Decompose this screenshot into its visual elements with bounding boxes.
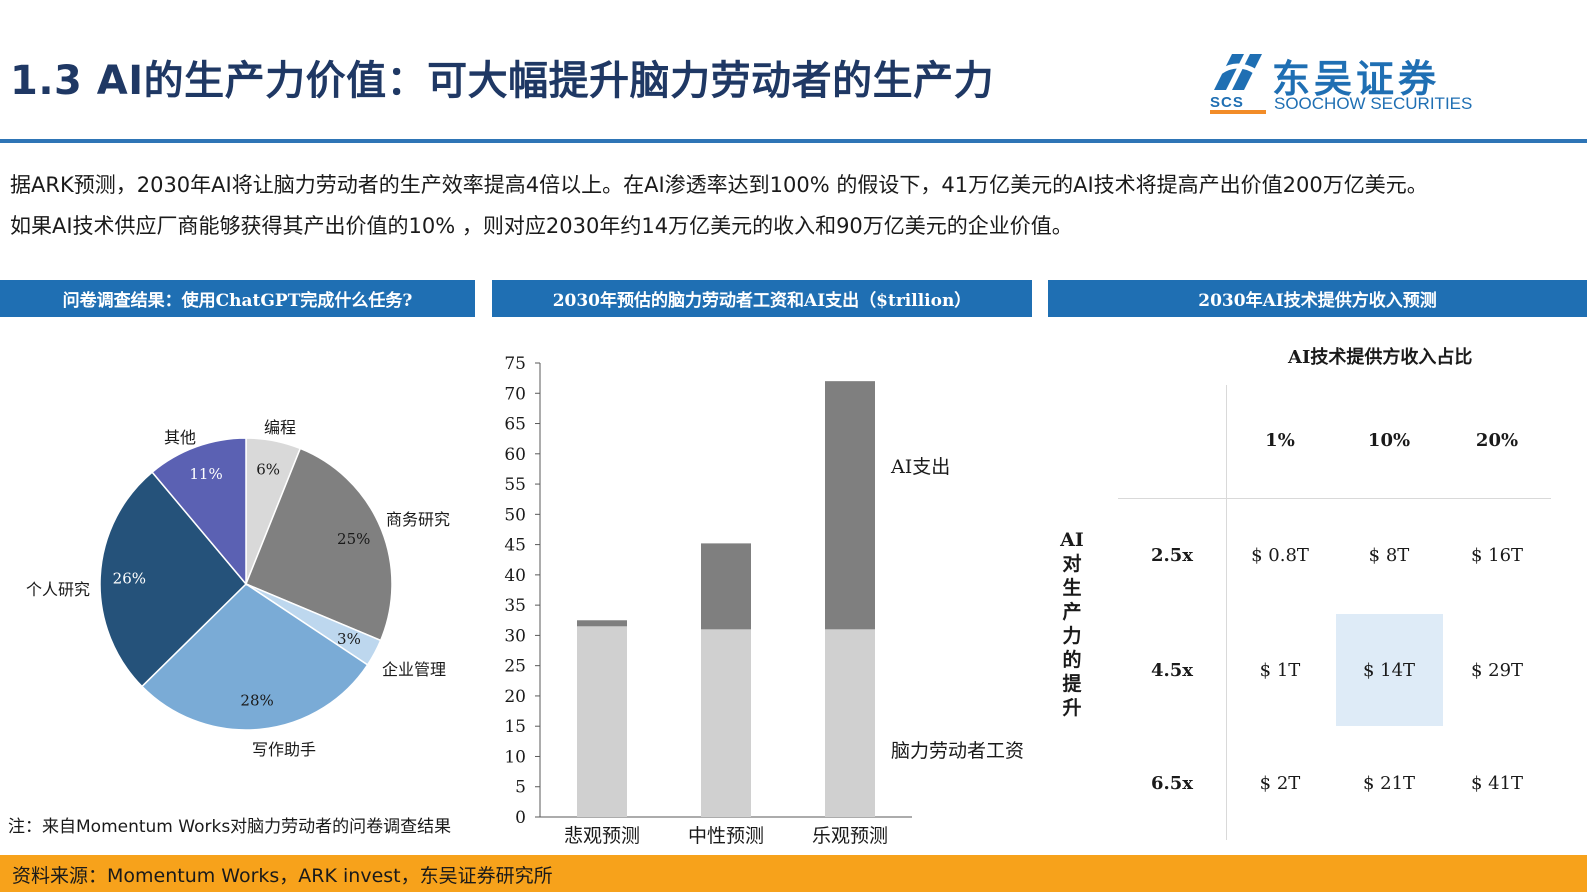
series-label-wages: 脑力劳动者工资 [891,740,1024,762]
table-cell: $ 21T [1362,773,1416,794]
y-tick-label: 70 [504,384,526,404]
table-cell: $ 16T [1470,545,1524,566]
company-logo: SCS 东吴证券 SOOCHOW SECURITIES [1210,48,1500,118]
table-column-header: 10% [1367,430,1411,451]
bar-segment-ai-spend [577,620,627,627]
pie-slice-6 [151,437,247,587]
logo-chinese-name: 东吴证券 [1272,57,1441,101]
logo-english-name: SOOCHOW SECURITIES [1274,94,1473,113]
table-panel-header: 2030年AI技术提供方收入预测 [1048,280,1587,317]
pie-slice-2 [245,447,393,642]
intro-line-1: 据ARK预测，2030年AI将让脑力劳动者的生产效率提高4倍以上。在AI渗透率达… [10,173,1428,197]
bar-segment-ai-spend [701,543,751,630]
pie-category-label: 编程 [264,418,297,437]
pie-category-label: 其他 [164,428,197,447]
y-tick-label: 55 [504,475,526,495]
y-tick-label: 0 [515,808,526,828]
bar-panel-header: 2030年预估的脑力劳动者工资和AI支出（$trillion） [492,280,1032,317]
table-cell: $ 8T [1368,545,1410,566]
x-category-label: 悲观预测 [564,825,640,845]
logo-accent-bar [1210,110,1266,114]
table-cell: $ 2T [1259,773,1301,794]
bar-segment-wages [825,629,875,817]
bar-segment-wages [577,626,627,817]
page-title: 1.3 AI的生产力价值：可大幅提升脑力劳动者的生产力 [10,58,995,104]
y-tick-label: 40 [504,566,526,586]
wage-ai-bar-chart: 0 5 10 15 20 25 30 35 40 45 50 55 60 65 70 75 悲观预测 中性预测 乐观… [504,354,1024,845]
table-title: AI技术提供方收入占比 [1288,347,1473,368]
pie-category-label: 企业管理 [382,660,447,679]
pie-pct-label: 25% [337,530,370,548]
bar-segment-ai-spend [825,381,875,630]
pie-category-label: 写作助手 [252,740,317,759]
pie-pct-label: 26% [113,569,146,587]
y-tick-label: 15 [504,717,526,737]
x-category-label: 乐观预测 [812,825,888,845]
chart-note: 注：来自Momentum Works对脑力劳动者的问卷调查结果 [8,817,452,837]
pie-panel-header: 问卷调查结果：使用ChatGPT完成什么任务? [0,280,475,317]
bar-segment-wages [701,629,751,817]
pie-slice-5 [99,471,248,688]
logo-abbr: SCS [1210,94,1244,111]
table-cell: $ 41T [1470,773,1524,794]
y-tick-label: 10 [504,747,526,767]
table-cell: $ 1T [1259,660,1301,681]
y-tick-label: 30 [504,626,526,646]
pie-category-label: 个人研究 [26,580,91,599]
pie-category-label: 商务研究 [386,510,451,529]
y-tick-label: 50 [504,505,526,525]
soochow-logo-icon [1214,54,1262,90]
y-tick-label: 25 [504,657,526,677]
table-cell: $ 29T [1470,660,1524,681]
source-text: 资料来源：Momentum Works，ARK invest，东吴证券研究所 [12,865,553,887]
y-tick-label: 60 [504,445,526,465]
pie-pct-label: 3% [337,630,361,648]
table-highlight-cell [1336,614,1443,726]
table-column-header: 1% [1265,430,1295,451]
table-row-axis-label: AI对生产力的提升 [1060,529,1084,719]
y-tick-label: 45 [504,536,526,556]
task-pie-chart: 6% 25% 3% 28% 26% 11% [99,437,393,731]
series-label-ai-spend: AI支出 [890,456,950,478]
y-tick-label: 20 [504,687,526,707]
y-tick-label: 65 [504,415,526,435]
pie-pct-label: 11% [189,465,222,483]
y-tick-label: 35 [504,596,526,616]
table-row-header: 4.5x [1150,660,1194,681]
intro-line-2: 如果AI技术供应厂商能够获得其产出价值的10% ，则对应2030年约14万亿美元… [10,214,1073,238]
table-column-header: 20% [1475,430,1519,451]
table-horizontal-rule [1118,498,1551,499]
pie-slice-4 [140,583,369,731]
y-tick-label: 75 [504,354,526,374]
y-tick-label: 5 [515,778,526,798]
title-divider [0,139,1587,143]
pie-pct-label: 6% [256,460,280,478]
table-cell: $ 0.8T [1251,545,1309,566]
table-vertical-rule [1226,385,1227,840]
x-category-label: 中性预测 [688,825,764,845]
footer-bar: 资料来源：Momentum Works，ARK invest，东吴证券研究所 [0,855,1587,892]
intro-text: 据ARK预测，2030年AI将让脑力劳动者的生产效率提高4倍以上。在AI渗透率达… [10,165,1580,247]
table-cell: $ 14T [1362,660,1416,681]
table-row-header: 6.5x [1150,773,1194,794]
table-row-header: 2.5x [1150,545,1194,566]
pie-pct-label: 28% [240,691,273,709]
